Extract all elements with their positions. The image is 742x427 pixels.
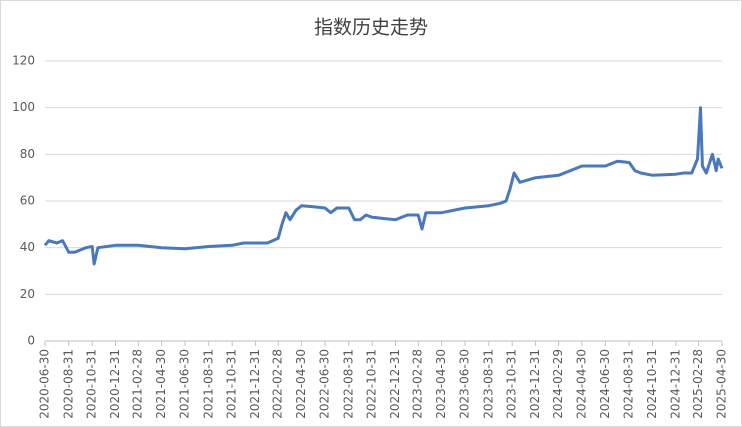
x-tick-label: 2023-04-30: [434, 349, 448, 419]
x-tick-label: 2023-06-30: [458, 349, 472, 419]
x-tick-label: 2024-12-31: [668, 349, 682, 419]
x-tick-label: 2021-04-30: [154, 349, 168, 419]
x-tick-label: 2020-06-30: [38, 349, 52, 419]
x-tick-label: 2024-02-29: [551, 349, 565, 419]
x-tick-label: 2021-06-30: [178, 349, 192, 419]
x-tick-label: 2024-10-31: [645, 349, 659, 419]
chart-title: 指数历史走势: [314, 17, 428, 39]
x-tick-label: 2020-10-31: [85, 349, 99, 419]
y-tick-label: 0: [27, 334, 35, 348]
x-tick-label: 2022-02-28: [271, 349, 285, 419]
x-tick-label: 2024-08-31: [622, 349, 636, 419]
x-tick-label: 2022-12-31: [388, 349, 402, 419]
y-tick-label: 60: [20, 194, 35, 208]
x-tick-label: 2021-10-31: [225, 349, 239, 419]
x-tick-label: 2022-10-31: [365, 349, 379, 419]
x-tick-label: 2022-06-30: [318, 349, 332, 419]
x-tick-label: 2025-02-28: [691, 349, 705, 419]
x-tick-label: 2024-04-30: [574, 349, 588, 419]
x-tick-label: 2020-08-31: [61, 349, 75, 419]
y-tick-label: 40: [20, 240, 35, 254]
y-tick-label: 120: [12, 54, 35, 68]
x-tick-label: 2020-12-31: [108, 349, 122, 419]
x-tick-label: 2023-02-28: [411, 349, 425, 419]
line: [43, 106, 724, 266]
x-tick-label: 2023-10-31: [505, 349, 519, 419]
x-tick-label: 2023-12-31: [528, 349, 542, 419]
x-tick-label: 2021-08-31: [201, 349, 215, 419]
y-tick-label: 100: [12, 100, 35, 114]
x-tick-label: 2024-06-30: [598, 349, 612, 419]
x-tick-label: 2025-04-30: [715, 349, 729, 419]
x-tick-label: 2022-08-31: [341, 349, 355, 419]
x-tick-label: 2021-02-28: [131, 349, 145, 419]
y-tick-label: 80: [20, 147, 35, 161]
y-tick-label: 20: [20, 287, 35, 301]
x-tick-label: 2023-08-31: [481, 349, 495, 419]
x-tick-label: 2021-12-31: [248, 349, 262, 419]
x-tick-label: 2022-04-30: [294, 349, 308, 419]
